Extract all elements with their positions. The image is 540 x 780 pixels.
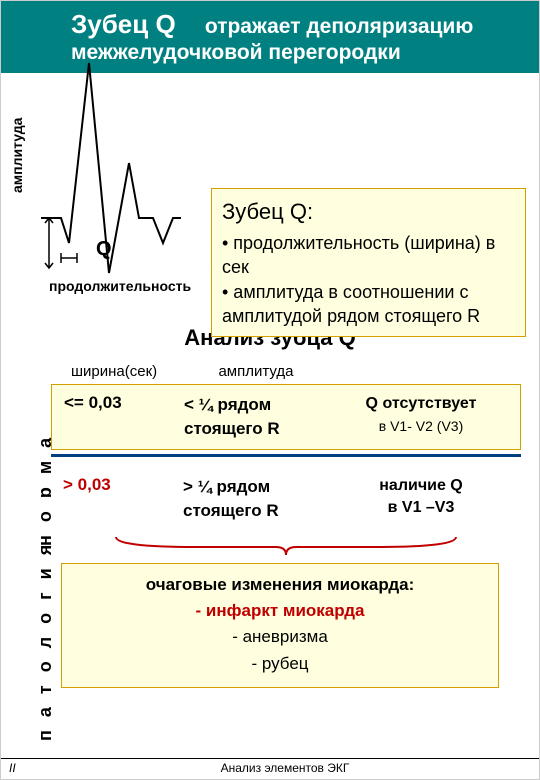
norm-note-2: в V1- V2 (V3) [379, 418, 463, 434]
outcome-lead: очаговые изменения миокарда: [70, 572, 490, 598]
info-heading: Зубец Q: [222, 197, 515, 227]
outcome-line1: - инфаркт миокарда [70, 598, 490, 624]
norm-amplitude: < ¼ рядом стоящего R [178, 393, 328, 441]
norm-amp-line2: стоящего R [184, 419, 280, 438]
title-rest: отражает деполяризацию [205, 15, 473, 38]
path-note-1: наличие Q [379, 477, 462, 494]
col-head-width: ширина(сек) [51, 363, 181, 380]
analysis-table: ширина(сек) амплитуда <= 0,03 < ¼ рядом … [51, 363, 521, 556]
outcome-line2: - аневризма [70, 624, 490, 650]
footer-title: Анализ элементов ЭКГ [39, 761, 531, 775]
info-bullet-1: • продолжительность (ширина) в сек [222, 231, 515, 280]
path-note: наличие Q в V1 –V3 [327, 475, 515, 520]
side-label-path: п а т о л о г и я [35, 541, 56, 741]
title-main: Зубец Q [71, 9, 176, 39]
norm-note-1: Q отсутствует [366, 395, 477, 412]
ecg-area: амплитуда Q продолжительность Зубец Q: •… [1, 73, 539, 303]
outcome-line3: - рубец [70, 651, 490, 677]
path-note-2: в V1 –V3 [388, 499, 455, 516]
y-axis-label: амплитуда [9, 118, 25, 193]
info-bullet-2: • амплитуда в соотношении с амплитудой р… [222, 280, 515, 329]
brace-icon [106, 535, 466, 557]
x-axis-label: продолжительность [49, 278, 191, 294]
q-marker: Q [96, 238, 112, 261]
divider-line [51, 454, 521, 457]
footer: II Анализ элементов ЭКГ [1, 758, 539, 777]
page-number: II [9, 761, 39, 775]
path-amplitude: > ¼ рядом стоящего R [177, 475, 327, 523]
ecg-waveform [31, 43, 201, 283]
outcome-box: очаговые изменения миокарда: - инфаркт м… [61, 563, 499, 688]
info-box: Зубец Q: • продолжительность (ширина) в … [211, 188, 526, 337]
norm-note: Q отсутствует в V1- V2 (V3) [328, 393, 514, 438]
norm-row: <= 0,03 < ¼ рядом стоящего R Q отсутству… [51, 384, 521, 450]
col-head-amplitude: амплитуда [181, 363, 331, 380]
path-amp-line1: > ¼ рядом [183, 477, 270, 496]
path-width: > 0,03 [57, 475, 177, 495]
pathology-row: > 0,03 > ¼ рядом стоящего R наличие Q в … [51, 467, 521, 531]
column-headers: ширина(сек) амплитуда [51, 363, 521, 380]
norm-amp-line1: < ¼ рядом [184, 395, 271, 414]
path-amp-line2: стоящего R [183, 501, 279, 520]
norm-width: <= 0,03 [58, 393, 178, 413]
